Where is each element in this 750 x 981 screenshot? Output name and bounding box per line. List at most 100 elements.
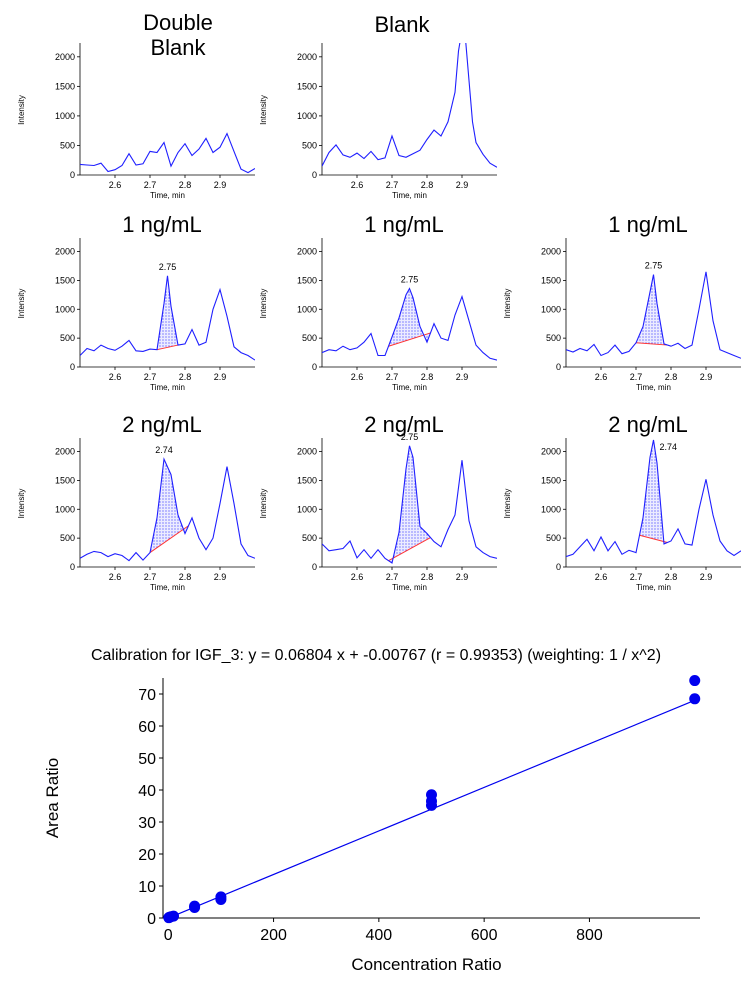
y-axis-label: Intensity [259,289,268,319]
x-axis-label: Time, min [636,583,671,592]
y-axis-label: Intensity [503,489,512,519]
x-tick-label: 2.6 [595,572,608,582]
y-tick-label: 500 [546,533,561,543]
chromatogram-trace [322,445,497,564]
y-tick-label: 2000 [55,247,75,257]
y-tick-label: 1000 [297,111,317,121]
peak-area [639,440,668,544]
y-tick-label: 1000 [55,504,75,514]
x-tick-label: 2.6 [351,372,364,382]
y-axis-label: Intensity [259,95,268,125]
y-tick-label: 1500 [297,81,317,91]
panel-title: 2 ng/mL [364,412,444,437]
x-tick-label: 2.6 [109,572,122,582]
calibration-point [689,693,701,705]
y-tick-label: 0 [556,562,561,572]
y-tick-label: 1000 [55,111,75,121]
x-axis-label: Time, min [150,383,185,392]
y-tick-label: 1000 [55,304,75,314]
panel-title: Blank [150,35,206,60]
calibration-point [426,789,437,801]
y-tick-label: 1500 [55,475,75,485]
y-tick-label: 0 [556,362,561,372]
chromatogram-panel: 1 ng/mL 0 500 1000 1500 2000 2.6 2.7 2.8 2.9 Time,… [259,212,497,392]
x-tick-label: 2.7 [630,372,643,382]
calibration-y-tick-label: 50 [138,751,156,768]
peak-label: 2.75 [401,274,419,284]
x-tick-label: 2.7 [144,372,157,382]
calibration-y-tick-label: 0 [147,911,156,928]
y-axis-label: Intensity [17,95,26,125]
peak-baseline [156,344,179,351]
calibration-y-tick-label: 30 [138,815,156,832]
calibration-y-tick-label: 70 [138,687,156,704]
y-axis-label: Intensity [259,489,268,519]
y-tick-label: 1500 [297,475,317,485]
chromatogram-trace [80,275,255,361]
x-tick-label: 2.7 [144,572,157,582]
panel-title: Double [143,10,213,35]
chromatogram-trace [566,439,741,558]
y-tick-label: 1500 [541,275,561,285]
calibration-x-tick-label: 0 [164,927,173,944]
calibration-point [168,910,180,922]
peak-area [388,445,431,563]
x-tick-label: 2.9 [456,372,469,382]
y-tick-label: 2000 [297,52,317,62]
peak-baseline [635,342,668,346]
x-tick-label: 2.6 [109,372,122,382]
peak-area [636,274,668,346]
calibration-x-tick-label: 800 [576,927,603,944]
peak-label: 2.75 [645,261,663,271]
y-tick-label: 1500 [55,81,75,91]
x-tick-label: 2.9 [456,572,469,582]
y-tick-label: 2000 [297,447,317,457]
y-tick-label: 1000 [297,304,317,314]
y-tick-label: 500 [60,140,75,150]
y-tick-label: 2000 [55,52,75,62]
y-tick-label: 2000 [541,447,561,457]
x-tick-label: 2.8 [179,180,192,190]
x-tick-label: 2.7 [386,180,399,190]
x-tick-label: 2.9 [456,180,469,190]
y-tick-label: 500 [302,333,317,343]
panel-title: 1 ng/mL [122,212,202,237]
calibration-y-tick-label: 40 [138,783,156,800]
calibration-y-tick-label: 10 [138,879,156,896]
chromatogram-panel: 1 ng/mL 0 500 1000 1500 2000 2.6 2.7 2.8 2.9 Time,… [503,212,741,392]
panel-title: 2 ng/mL [608,412,688,437]
chromatogram-panel: Blank 0 500 1000 1500 2000 2.6 2.7 2.8 2.9 Time, m… [259,12,497,200]
calibration-chart: Calibration for IGF_3: y = 0.06804 x + -… [43,647,701,974]
y-tick-label: 0 [70,362,75,372]
calibration-y-label: Area Ratio [43,758,62,838]
y-tick-label: 2000 [297,247,317,257]
calibration-point [689,675,701,687]
x-tick-label: 2.8 [179,572,192,582]
x-tick-label: 2.6 [595,372,608,382]
panel-title: 1 ng/mL [608,212,688,237]
x-tick-label: 2.7 [630,572,643,582]
x-tick-label: 2.8 [665,372,678,382]
calibration-y-tick-label: 60 [138,719,156,736]
x-tick-label: 2.8 [421,372,434,382]
calibration-x-tick-label: 600 [471,927,498,944]
chromatogram-trace [566,271,741,359]
y-tick-label: 1000 [541,304,561,314]
panel-title: Blank [374,12,430,37]
chromatogram-trace [322,43,497,168]
x-axis-label: Time, min [392,583,427,592]
calibration-point [189,900,201,912]
x-tick-label: 2.7 [386,372,399,382]
x-tick-label: 2.8 [421,572,434,582]
chromatogram-panel: 2 ng/mL 0 500 1000 1500 2000 2.6 2.7 2.8 2.9 Time,… [17,412,255,592]
peak-baseline [149,525,189,553]
y-tick-label: 1000 [541,504,561,514]
calibration-x-tick-label: 200 [260,927,287,944]
chromatogram-panel: 2 ng/mL 0 500 1000 1500 2000 2.6 2.7 2.8 2.9 Time,… [259,412,497,592]
y-tick-label: 1500 [297,275,317,285]
y-tick-label: 500 [60,533,75,543]
panel-title: 1 ng/mL [364,212,444,237]
y-tick-label: 1500 [55,275,75,285]
